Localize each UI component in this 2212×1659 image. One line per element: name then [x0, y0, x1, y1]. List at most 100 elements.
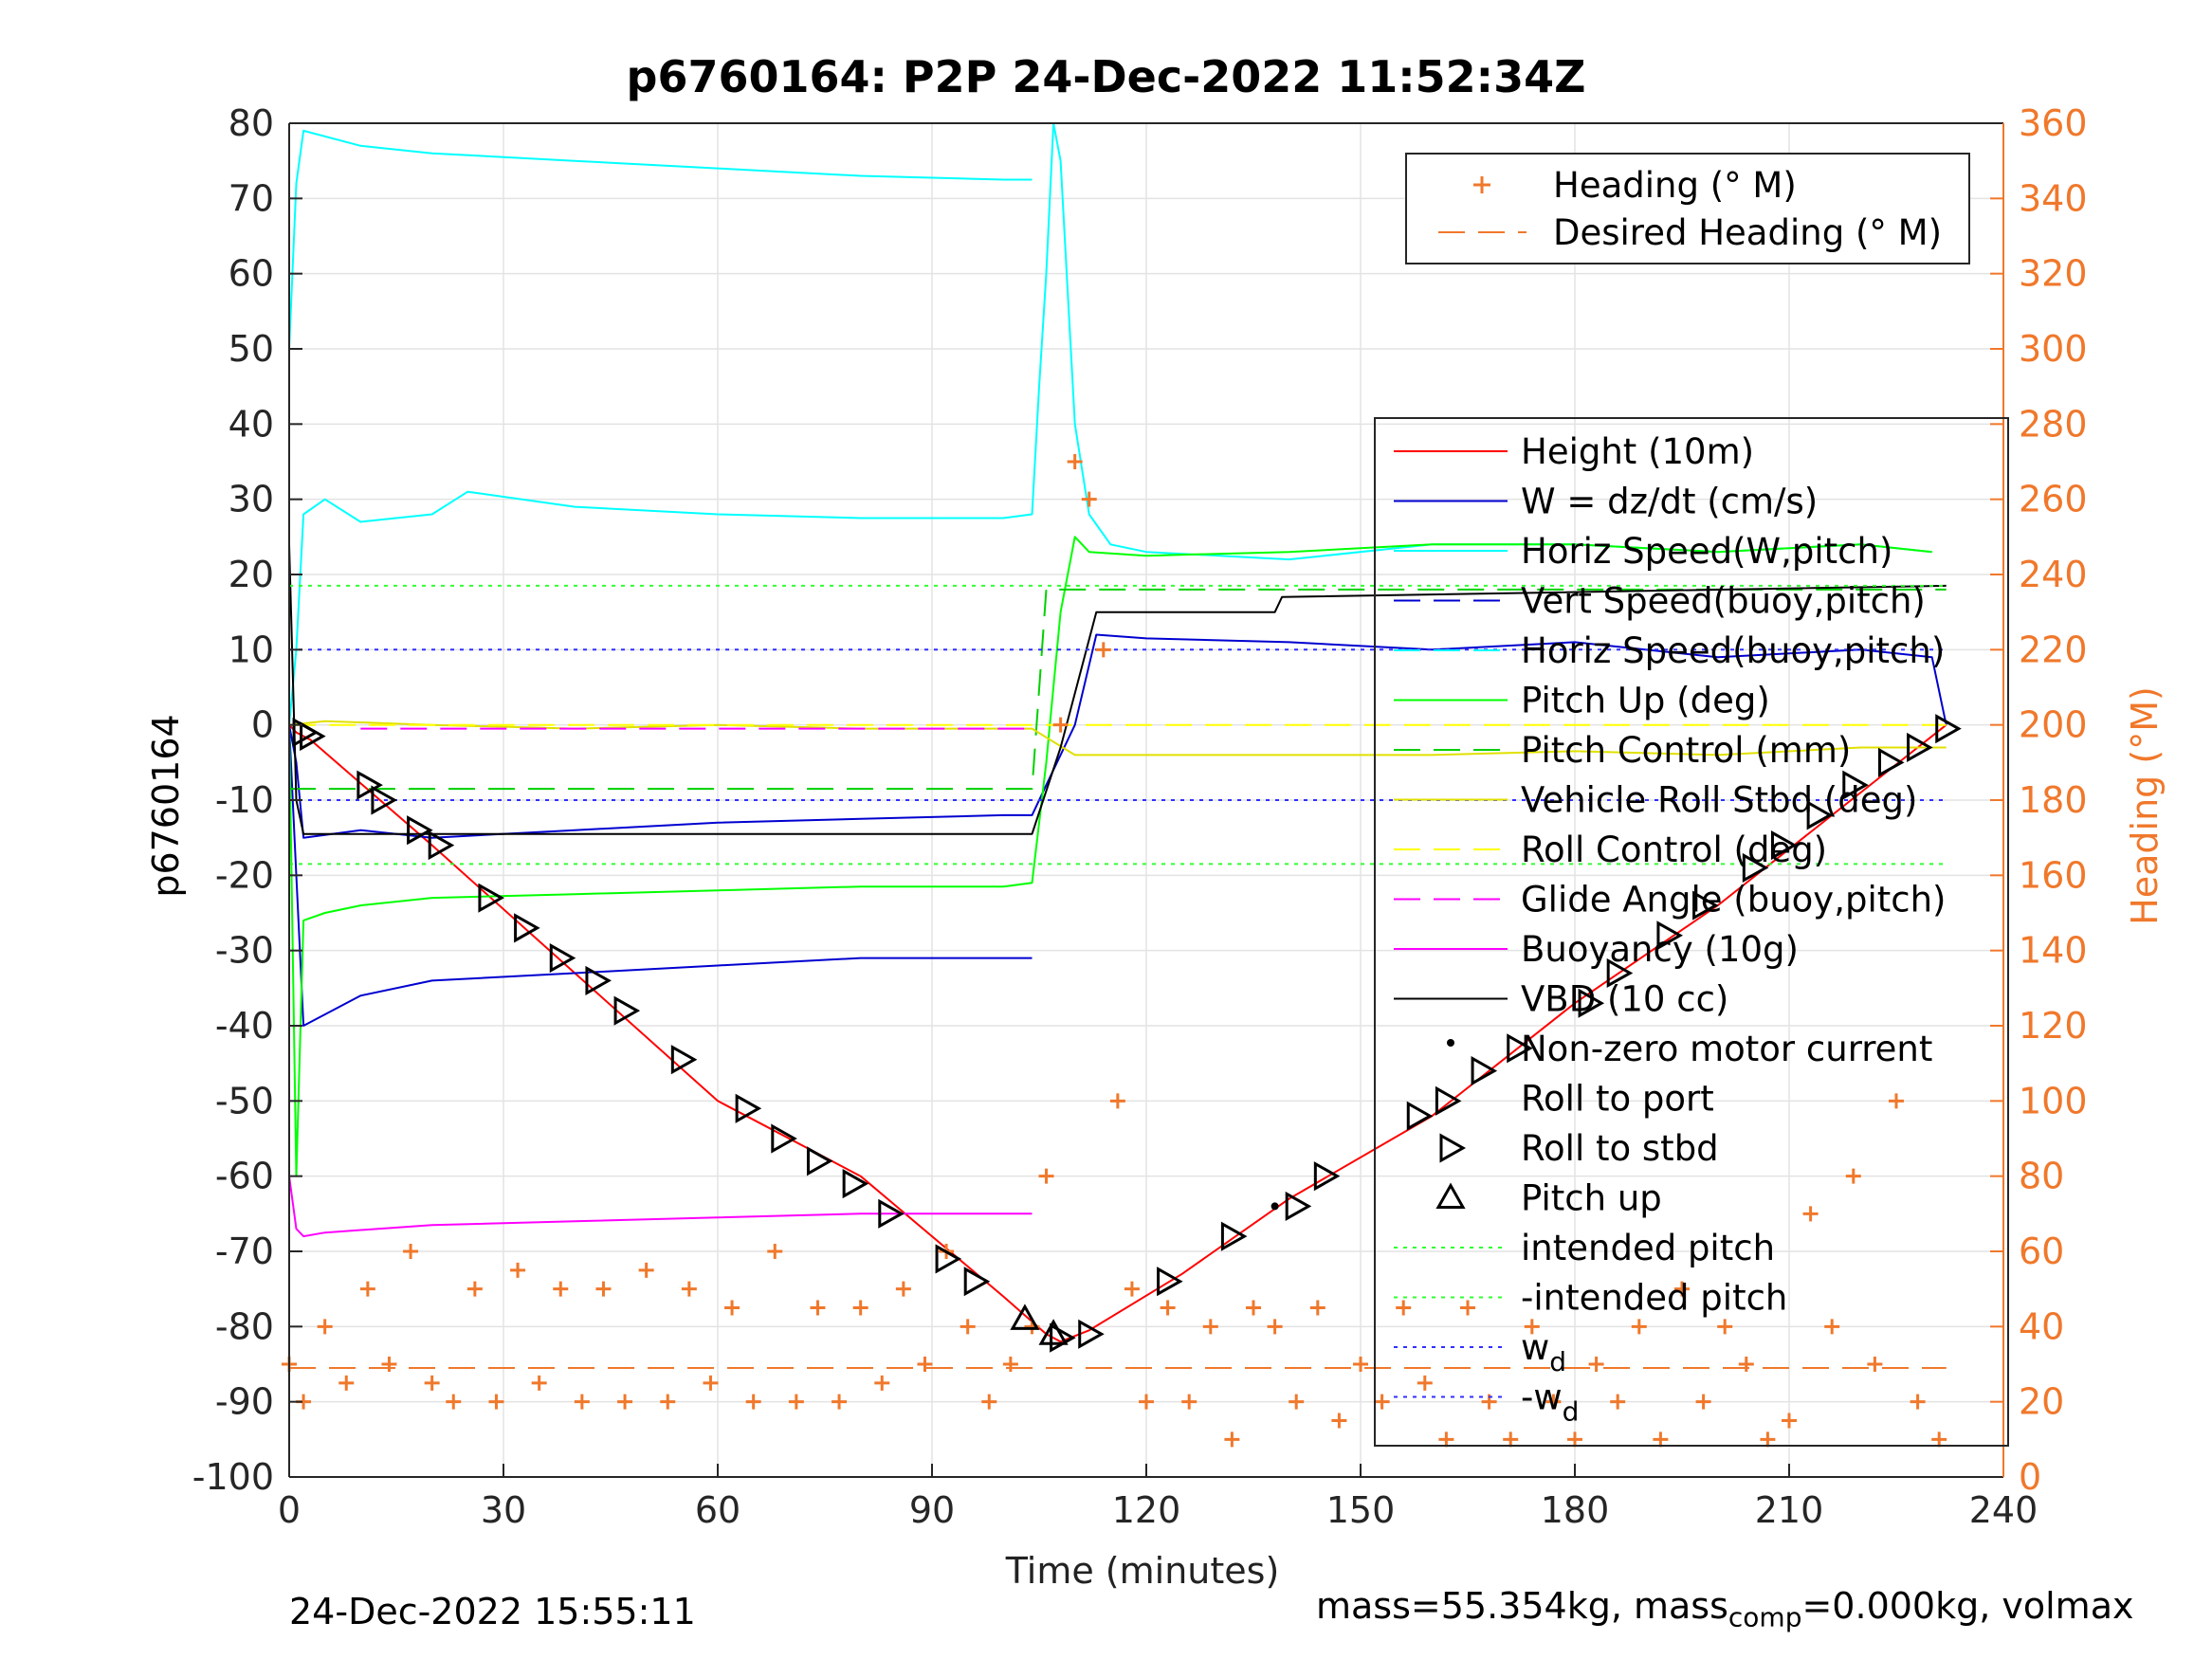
legend-main-entry: Glide Angle (buoy,pitch) — [1521, 880, 1946, 921]
y-right-tick-label: 200 — [2019, 704, 2088, 746]
heading-marker — [1567, 1431, 1582, 1448]
x-tick-label: 0 — [278, 1489, 301, 1531]
legend-main-entry: intended pitch — [1521, 1228, 1775, 1268]
roll-to-stbd-marker — [1285, 1191, 1312, 1221]
y-right-tick-label: 20 — [2019, 1381, 2064, 1423]
heading-marker — [981, 1394, 997, 1410]
legend-main-entry: -intended pitch — [1521, 1278, 1787, 1319]
heading-marker — [617, 1394, 633, 1410]
heading-marker — [1095, 642, 1111, 658]
y-left-tick-label: 0 — [251, 704, 274, 746]
heading-marker — [1331, 1413, 1347, 1429]
heading-marker — [1503, 1431, 1519, 1448]
series-line — [289, 588, 1947, 791]
roll-to-stbd-marker — [1578, 988, 1605, 1018]
heading-marker — [767, 1244, 783, 1259]
heading-marker — [745, 1394, 761, 1410]
heading-marker — [1760, 1431, 1776, 1448]
heading-marker — [1802, 1206, 1819, 1222]
y-right-tick-label: 160 — [2019, 854, 2088, 896]
y-right-tick-label: 340 — [2019, 177, 2088, 219]
roll-to-stbd-marker — [1435, 1085, 1462, 1116]
heading-marker — [1438, 1431, 1454, 1448]
roll-to-stbd-marker — [1907, 732, 1933, 763]
chart-title: p6760164: P2P 24-Dec-2022 11:52:34Z — [626, 51, 1586, 102]
roll-to-stbd-marker — [842, 1169, 869, 1199]
heading-marker — [1824, 1319, 1840, 1335]
legend-main-entry: Roll Control (deg) — [1521, 830, 1827, 870]
roll-to-stbd-marker — [1507, 1033, 1533, 1064]
heading-marker — [1396, 1300, 1412, 1316]
heading-marker — [424, 1375, 440, 1391]
heading-marker — [874, 1375, 890, 1391]
y-left-tick-label: 10 — [229, 629, 274, 670]
legend-main-entry: wd — [1521, 1327, 1566, 1377]
roll-to-stbd-marker — [1742, 852, 1769, 883]
roll-to-stbd-marker — [428, 830, 455, 861]
legend-main-entry: Pitch up — [1521, 1178, 1662, 1219]
roll-to-stbd-marker — [1877, 747, 1905, 777]
y-left-tick-label: -50 — [215, 1080, 274, 1121]
legend-main-entry: VBD (10 cc) — [1521, 979, 1728, 1020]
heading-marker — [1267, 1319, 1283, 1335]
heading-marker — [852, 1300, 868, 1316]
roll-to-stbd-marker — [670, 1045, 698, 1075]
heading-marker — [1224, 1431, 1240, 1448]
roll-to-stbd-marker — [1842, 770, 1869, 800]
heading-marker — [403, 1244, 419, 1259]
y-left-tick-label: 40 — [229, 403, 274, 445]
heading-marker — [1717, 1319, 1733, 1335]
x-tick-label: 180 — [1541, 1489, 1610, 1531]
x-tick-label: 120 — [1112, 1489, 1181, 1531]
legend-top-entry: Desired Heading (° M) — [1553, 212, 1942, 253]
heading-marker — [788, 1394, 804, 1410]
roll-to-stbd-marker — [613, 995, 641, 1026]
heading-marker — [317, 1319, 333, 1335]
legend-dot-symbol — [1447, 1039, 1454, 1047]
heading-marker — [595, 1281, 612, 1297]
heading-marker — [1738, 1357, 1754, 1372]
heading-marker — [1067, 454, 1083, 469]
heading-marker — [1124, 1281, 1140, 1297]
y-left-tick-label: 30 — [229, 479, 274, 520]
heading-marker — [1931, 1431, 1947, 1448]
heading-marker — [1631, 1319, 1647, 1335]
y-right-tick-label: 180 — [2019, 779, 2088, 821]
y-left-tick-label: -30 — [215, 930, 274, 972]
roll-to-stbd-marker — [407, 815, 433, 846]
heading-marker — [1289, 1394, 1305, 1410]
heading-marker — [1695, 1394, 1711, 1410]
legend-heading-symbol — [1473, 176, 1490, 193]
y-left-tick-label: 50 — [229, 328, 274, 370]
plot-area — [282, 122, 1962, 1448]
y-axis-right-label: Heading (°M) — [2124, 686, 2166, 925]
y-left-tick-label: -20 — [215, 854, 274, 896]
y-right-tick-label: 140 — [2019, 930, 2088, 972]
legend-triangle-up-symbol — [1435, 1182, 1466, 1209]
heading-marker — [1052, 717, 1069, 733]
legend-main-entry: Height (10m) — [1521, 431, 1754, 472]
heading-marker — [1545, 1394, 1562, 1410]
roll-to-stbd-marker — [1770, 830, 1798, 861]
roll-to-stbd-marker — [1078, 1319, 1105, 1349]
heading-marker — [1653, 1431, 1669, 1448]
heading-marker — [1867, 1357, 1883, 1372]
y-left-tick-label: -80 — [215, 1305, 274, 1347]
legend-triangle-right-symbol — [1439, 1133, 1467, 1163]
y-left-tick-label: 80 — [229, 102, 274, 144]
heading-marker — [1309, 1300, 1325, 1316]
legend-top-entry: Heading (° M) — [1553, 165, 1797, 206]
y-right-tick-label: 80 — [2019, 1156, 2064, 1197]
heading-marker — [553, 1281, 569, 1297]
y-left-tick-label: -100 — [192, 1456, 274, 1498]
footer-mass: mass=55.354kg, masscomp=0.000kg, volmax — [1316, 1585, 2134, 1633]
heading-marker — [660, 1394, 676, 1410]
heading-marker — [1674, 1281, 1690, 1297]
heading-marker — [1588, 1357, 1604, 1372]
roll-to-stbd-marker — [1606, 957, 1634, 989]
roll-to-stbd-marker — [963, 1267, 991, 1297]
heading-marker — [1202, 1319, 1218, 1335]
roll-to-stbd-marker — [1692, 890, 1719, 921]
y-right-tick-label: 120 — [2019, 1005, 2088, 1047]
